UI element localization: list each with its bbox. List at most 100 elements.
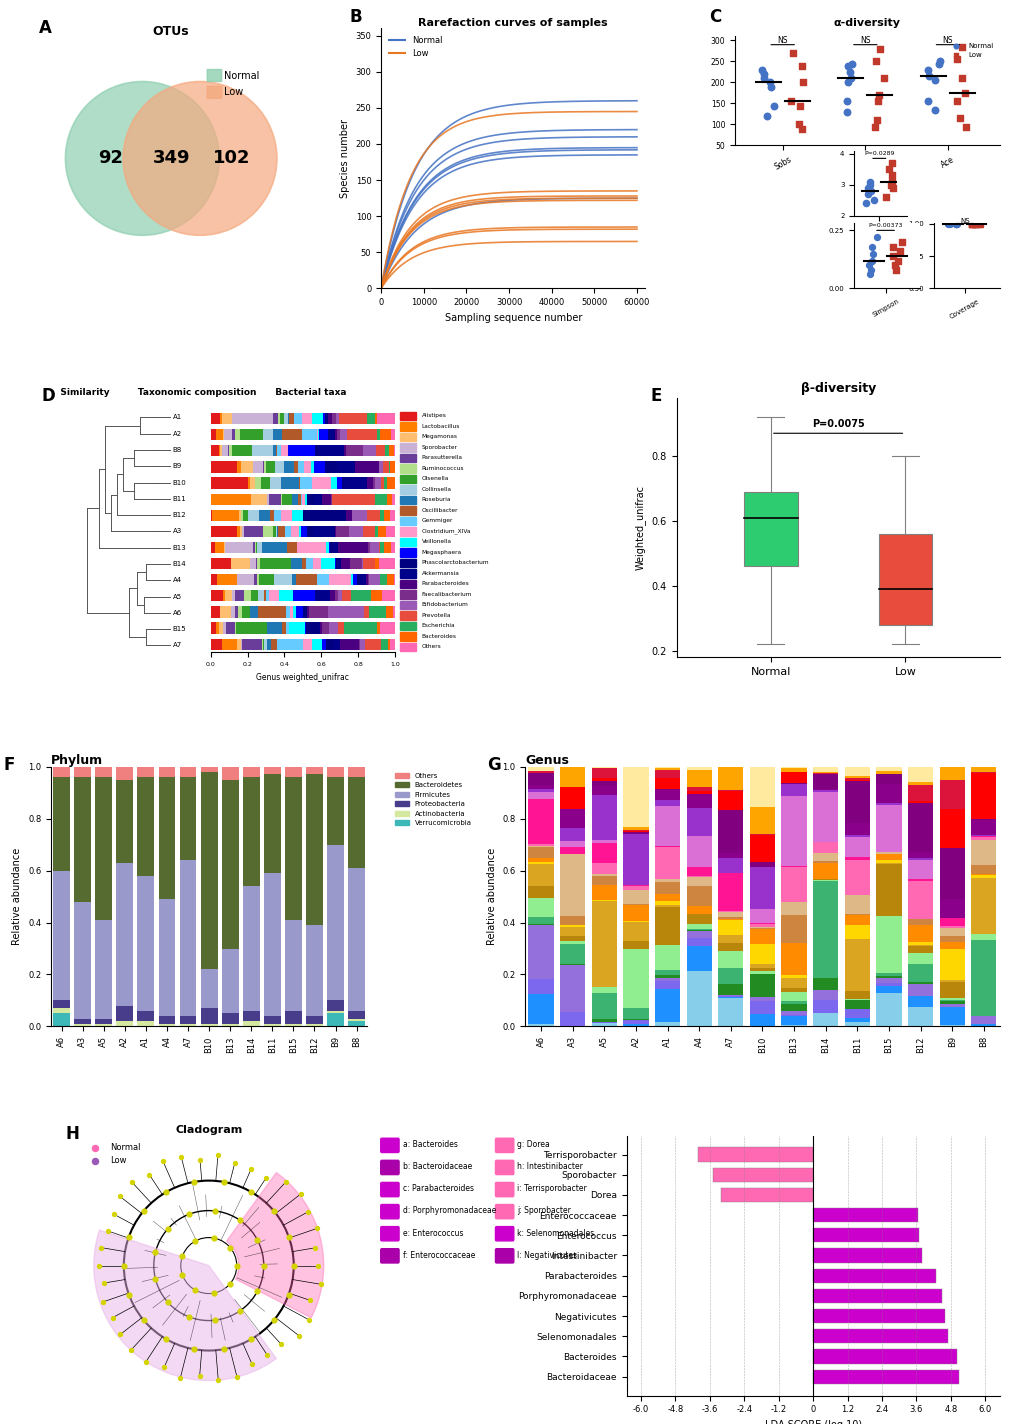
Bar [340,558,350,570]
Bar [306,1024,323,1027]
Bar [399,443,416,451]
Bar [327,766,343,778]
FancyBboxPatch shape [495,1249,514,1263]
Text: P=0.0289: P=0.0289 [863,151,894,157]
Bar [211,638,222,649]
Bar [284,525,290,537]
Bar [399,642,416,651]
Text: Escherichia: Escherichia [421,624,454,628]
FancyBboxPatch shape [207,87,221,98]
Text: l: Negativicutes: l: Negativicutes [517,1250,577,1260]
Bar [374,413,377,424]
Bar [284,778,302,920]
Bar [239,525,242,537]
Bar [271,638,277,649]
Text: h: Intestinibacter: h: Intestinibacter [517,1162,583,1172]
Bar [399,548,416,557]
Bar [654,778,680,789]
Bar [250,558,256,570]
Bar [907,920,932,926]
Bar [781,772,806,783]
Bar [322,638,326,649]
Point [843,67,859,90]
Point [222,1272,238,1294]
Bar [938,1008,964,1025]
Text: 349: 349 [152,150,190,168]
Bar [375,494,386,504]
Bar [158,1017,175,1024]
Bar [907,953,932,964]
Text: B14: B14 [172,561,186,567]
Point [883,235,900,258]
Bar [399,433,416,441]
Text: Parasutterella: Parasutterella [421,456,462,460]
Point [861,263,877,286]
Point [951,107,967,130]
Bar [53,870,70,1001]
Point [265,1199,281,1222]
Point [205,1226,221,1249]
Bar [312,477,331,488]
Bar [623,890,648,904]
Point [953,36,969,58]
Point [104,1306,120,1329]
Bar [264,638,267,649]
Point [158,1327,174,1350]
Bar [211,543,215,553]
Bar [654,901,680,906]
Bar [363,558,374,570]
Bar [288,413,293,424]
Bar [559,936,585,941]
Bar [528,766,553,772]
Point [866,115,882,138]
Bar [875,916,901,973]
Bar [384,446,389,457]
Bar [623,1024,648,1027]
Bar [266,461,275,473]
Bar [341,477,343,488]
Point [249,1229,265,1252]
Point [948,90,964,112]
Bar [273,413,277,424]
Point [889,249,905,272]
Bar [375,558,379,570]
Bar [781,978,806,988]
Point [868,226,884,249]
X-axis label: Sampling sequence number: Sampling sequence number [444,313,582,323]
Point [762,75,779,98]
Point [971,212,987,235]
Bar [201,1024,217,1027]
Bar [875,860,901,863]
Text: b: Bacteroidaceae: b: Bacteroidaceae [403,1162,472,1172]
Point [861,174,877,197]
Bar [360,638,365,649]
Bar [379,461,382,473]
Bar [259,574,273,585]
Bar [336,525,348,537]
Bar [844,780,869,823]
Bar [116,1005,133,1021]
Bar [201,1008,217,1024]
Bar [270,510,273,521]
Bar [269,590,278,601]
Bar [812,1229,918,1242]
Bar [812,862,838,863]
Bar [654,881,680,894]
Bar [223,622,226,634]
Text: f: Enterococcaceae: f: Enterococcaceae [403,1250,475,1260]
Bar [231,590,234,601]
Bar [749,968,774,971]
Bar [95,778,112,920]
Text: j: Sporobacter: j: Sporobacter [517,1206,571,1216]
Bar [231,607,234,618]
Bar [528,917,553,924]
Bar [256,558,260,570]
Bar [292,574,296,585]
Bar [907,782,932,785]
Point [93,1236,109,1259]
Text: B13: B13 [172,544,186,551]
Bar [211,413,220,424]
Point [838,101,854,124]
Text: Sporobacter: Sporobacter [421,444,457,450]
Point [136,1199,152,1222]
